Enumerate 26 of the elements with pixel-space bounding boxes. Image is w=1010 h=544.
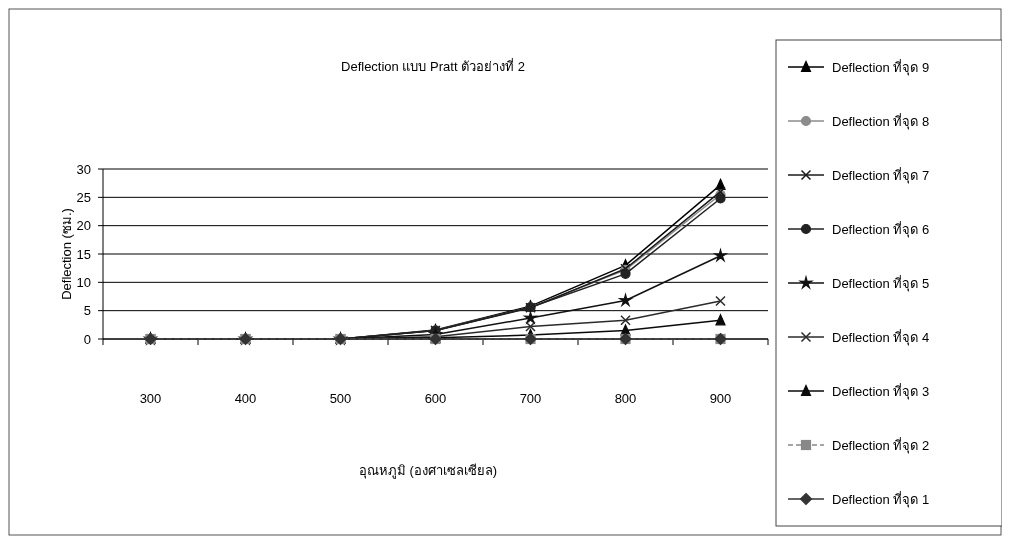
legend-label: Deflection ที่จุด 6 bbox=[832, 220, 930, 238]
x-tick-label: 300 bbox=[139, 391, 162, 406]
x-tick-label: 500 bbox=[329, 391, 352, 406]
x-axis-title: อุณหภูมิ (องศาเซลเซียล) bbox=[358, 463, 498, 479]
y-tick-label: 0 bbox=[83, 331, 91, 347]
y-tick-label: 25 bbox=[76, 189, 91, 205]
y-tick-label: 10 bbox=[76, 274, 91, 290]
legend-label: Deflection ที่จุด 4 bbox=[832, 328, 930, 346]
x-tick-label: 600 bbox=[424, 391, 447, 406]
legend-label: Deflection ที่จุด 1 bbox=[832, 490, 930, 508]
x-tick-label: 800 bbox=[614, 391, 637, 406]
x-tick-label: 700 bbox=[519, 391, 542, 406]
legend-label: Deflection ที่จุด 9 bbox=[832, 58, 930, 76]
legend-label: Deflection ที่จุด 2 bbox=[832, 436, 930, 454]
y-tick-label: 30 bbox=[76, 161, 91, 177]
legend-label: Deflection ที่จุด 7 bbox=[832, 166, 930, 184]
y-tick-label: 5 bbox=[83, 303, 91, 319]
chart-title: Deflection แบบ Pratt ตัวอย่างที่ 2 bbox=[341, 58, 525, 74]
y-tick-label: 20 bbox=[76, 218, 91, 234]
x-tick-label: 400 bbox=[234, 391, 257, 406]
legend-label: Deflection ที่จุด 5 bbox=[832, 274, 930, 292]
x-tick-label: 900 bbox=[709, 391, 732, 406]
y-axis-title: Deflection (ซม.) bbox=[59, 208, 74, 300]
legend-label: Deflection ที่จุด 8 bbox=[832, 112, 930, 130]
y-tick-label: 15 bbox=[76, 246, 91, 262]
legend-label: Deflection ที่จุด 3 bbox=[832, 382, 930, 400]
